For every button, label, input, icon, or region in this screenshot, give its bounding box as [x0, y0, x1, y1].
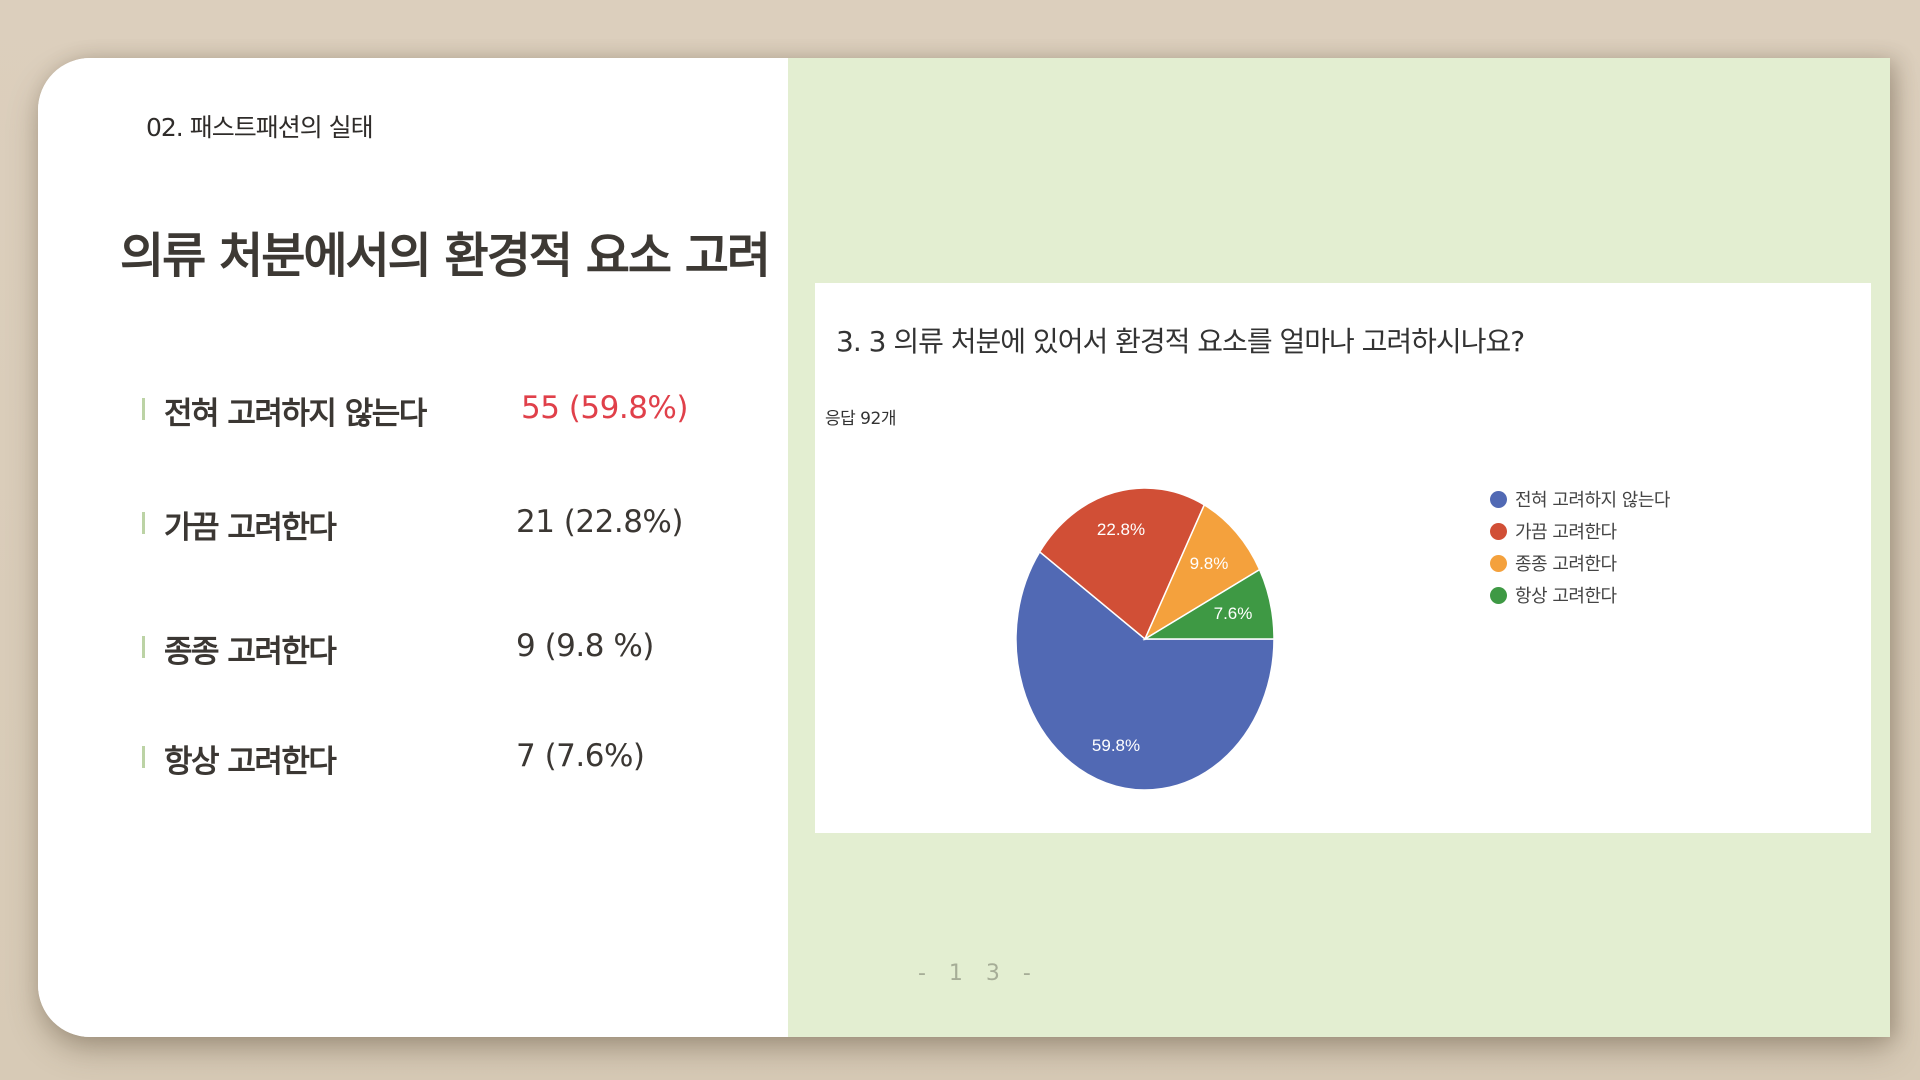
- legend-item-always[interactable]: 항상 고려한다: [1490, 579, 1670, 611]
- bar-marker: [142, 512, 145, 534]
- stat-value: 9 (9.8 %): [516, 628, 654, 664]
- survey-chart-card: 3. 3 의류 처분에 있어서 환경적 요소를 얼마나 고려하시나요? 응답 9…: [815, 283, 1871, 833]
- stat-value: 21 (22.8%): [516, 504, 683, 540]
- page-title: 의류 처분에서의 환경적 요소 고려: [120, 228, 771, 284]
- legend-item-sometimes[interactable]: 가끔 고려한다: [1490, 515, 1670, 547]
- page-number: - 1 3 -: [918, 961, 1039, 986]
- bar-marker: [142, 746, 145, 768]
- response-count: 응답 92개: [825, 409, 896, 429]
- stat-value: 55 (59.8%): [521, 390, 688, 426]
- stat-row-often: 종종 고려한다 9 (9.8 %): [142, 626, 762, 670]
- pie-slice-never: [1015, 550, 1275, 791]
- stat-label: 가끔 고려한다: [164, 510, 337, 546]
- legend-dot-icon: [1490, 554, 1507, 572]
- section-label: 02. 패스트패션의 실태: [146, 113, 374, 142]
- bar-marker: [142, 636, 145, 658]
- legend-label: 항상 고려한다: [1515, 586, 1617, 607]
- slide: 02. 패스트패션의 실태 의류 처분에서의 환경적 요소 고려 전혀 고려하지…: [38, 58, 1890, 1037]
- legend-label: 전혀 고려하지 않는다: [1515, 490, 1670, 511]
- stat-label: 종종 고려한다: [164, 634, 337, 670]
- legend-dot-icon: [1490, 586, 1507, 604]
- pie-chart: 59.8% 22.8% 9.8% 7.6%: [1015, 487, 1275, 791]
- legend-dot-icon: [1490, 522, 1507, 540]
- stat-row-sometimes: 가끔 고려한다 21 (22.8%): [142, 502, 762, 546]
- bar-marker: [142, 398, 145, 420]
- pie-slice-sometimes: [1038, 487, 1206, 641]
- legend-item-often[interactable]: 종종 고려한다: [1490, 547, 1670, 579]
- chart-legend: 전혀 고려하지 않는다 가끔 고려한다 종종 고려한다 항상 고려한다: [1490, 483, 1670, 611]
- survey-question: 3. 3 의류 처분에 있어서 환경적 요소를 얼마나 고려하시나요?: [836, 325, 1525, 358]
- pie-label-sometimes: 22.8%: [1097, 520, 1145, 539]
- stat-row-always: 항상 고려한다 7 (7.6%): [142, 736, 762, 780]
- stat-label: 전혀 고려하지 않는다: [164, 396, 427, 432]
- left-panel: 02. 패스트패션의 실태 의류 처분에서의 환경적 요소 고려 전혀 고려하지…: [38, 58, 788, 1037]
- legend-label: 종종 고려한다: [1515, 554, 1617, 575]
- pie-slice-always: [1142, 568, 1275, 640]
- stat-label: 항상 고려한다: [164, 744, 337, 780]
- legend-label: 가끔 고려한다: [1515, 522, 1617, 543]
- pie-slice-often: [1143, 503, 1261, 641]
- pie-label-often: 9.8%: [1190, 554, 1229, 573]
- stat-row-never: 전혀 고려하지 않는다 55 (59.8%): [142, 388, 762, 432]
- legend-item-never[interactable]: 전혀 고려하지 않는다: [1490, 483, 1670, 515]
- right-panel: 3. 3 의류 처분에 있어서 환경적 요소를 얼마나 고려하시나요? 응답 9…: [788, 58, 1890, 1037]
- pie-label-always: 7.6%: [1214, 604, 1253, 623]
- legend-dot-icon: [1490, 490, 1507, 508]
- pie-label-never: 59.8%: [1092, 736, 1140, 755]
- stat-value: 7 (7.6%): [516, 738, 645, 774]
